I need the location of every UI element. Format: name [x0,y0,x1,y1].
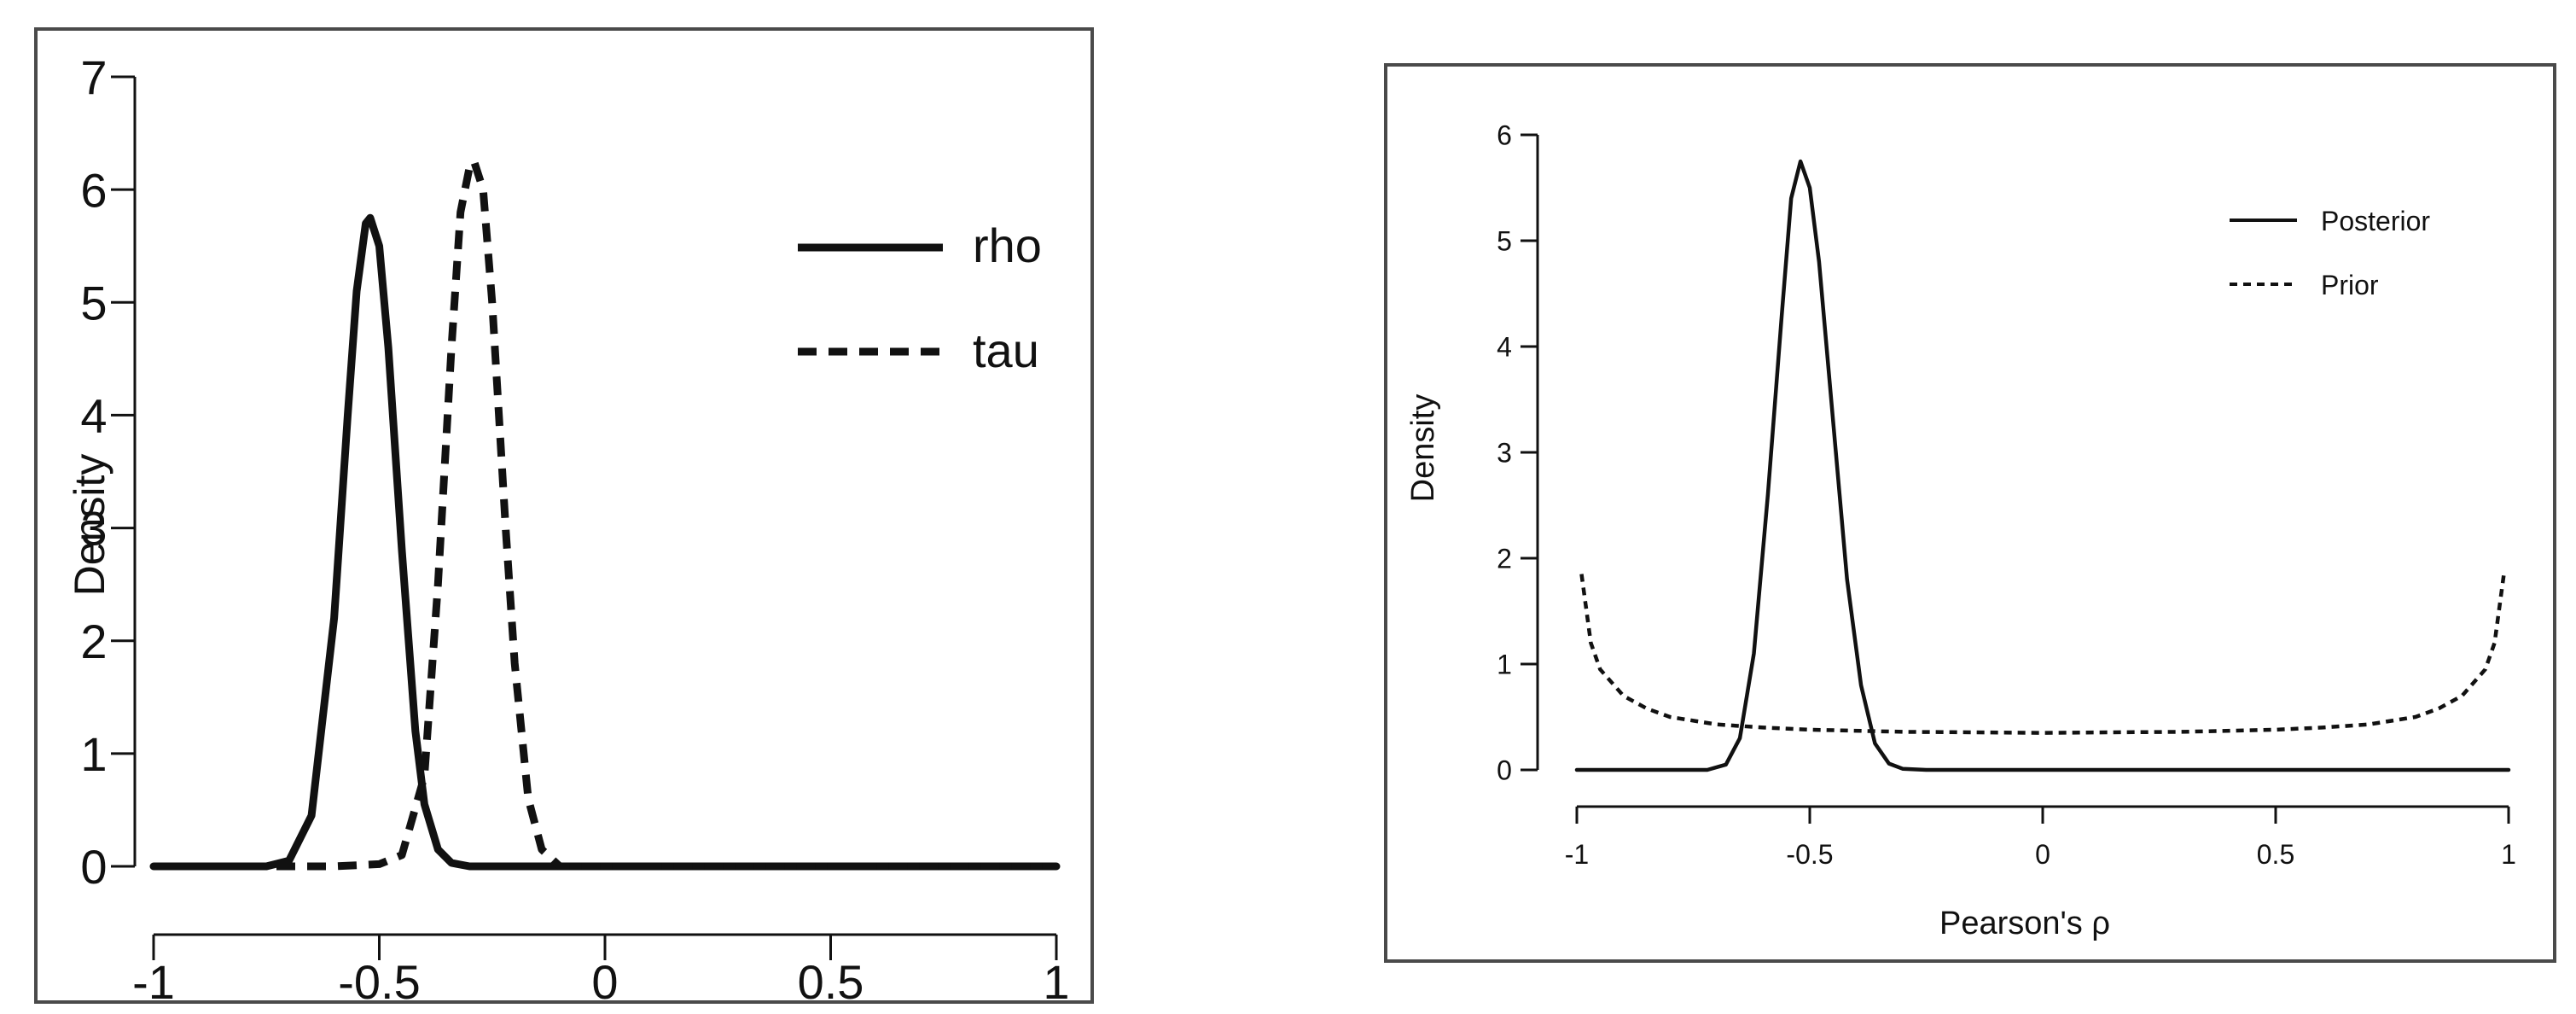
left-y-tick-label: 7 [80,50,107,104]
right-chart-frame [1384,63,2556,963]
left-x-tick-label: -0.5 [338,955,421,1009]
right-y-tick-label: 1 [1497,650,1512,680]
left-y-tick-label: 1 [80,727,107,781]
right-x-axis-label: Pearson's ρ [1939,906,2110,941]
right-legend: Posterior Prior [2230,206,2430,300]
right-series-prior [1579,574,2506,735]
right-axes: -1 -0.5 0 0.5 1 0 1 2 3 4 5 6 [1497,120,2516,870]
left-y-tick-label: 2 [80,615,107,668]
left-y-tick-label: 3 [80,502,107,556]
left-x-tick-label: 0.5 [798,955,864,1009]
right-series-group [1574,159,2511,772]
right-y-tick-label: 5 [1497,226,1512,257]
right-series-posterior [1574,159,2511,772]
left-series-tau [154,157,1056,871]
left-x-tick-label: 1 [1043,955,1069,1009]
right-y-axis-label: Density [1405,394,1441,503]
left-legend: rho tau [798,219,1042,377]
right-x-tick-label: 0 [2035,839,2050,870]
right-x-tick-label: -1 [1565,839,1589,870]
left-y-tick-label: 0 [80,840,107,894]
right-x-tick-label: -0.5 [1786,839,1833,870]
left-series-group [149,157,1061,871]
right-y-tick-label: 2 [1497,544,1512,574]
left-y-axis-label: Density [66,454,113,597]
legend-label-rho: rho [973,219,1042,272]
left-density-chart: Density -1 -0.5 0 0.5 1 0 1 2 3 4 5 6 7 rho tau [34,27,1094,1009]
right-y-tick-label: 4 [1497,332,1512,363]
left-y-tick-label: 5 [80,276,107,329]
legend-label-prior: Prior [2321,270,2379,300]
right-y-tick-label: 0 [1497,755,1512,786]
right-density-chart: Density Pearson's ρ -1 -0.5 0 0.5 1 0 1 2 3 4 5 6 P… [1384,63,2556,963]
left-chart-frame [34,27,1094,1004]
left-x-tick-label: 0 [591,955,618,1009]
legend-label-posterior: Posterior [2321,206,2430,236]
left-axes: -1 -0.5 0 0.5 1 0 1 2 3 4 5 6 7 [80,50,1069,1009]
right-x-tick-label: 1 [2501,839,2516,870]
left-y-tick-label: 6 [80,163,107,217]
right-y-tick-label: 6 [1497,120,1512,151]
legend-label-tau: tau [973,323,1039,377]
left-x-tick-label: -1 [132,955,175,1009]
right-x-tick-label: 0.5 [2257,839,2294,870]
left-series-rho [149,213,1061,871]
right-y-tick-label: 3 [1497,438,1512,469]
left-y-tick-label: 4 [80,389,107,443]
